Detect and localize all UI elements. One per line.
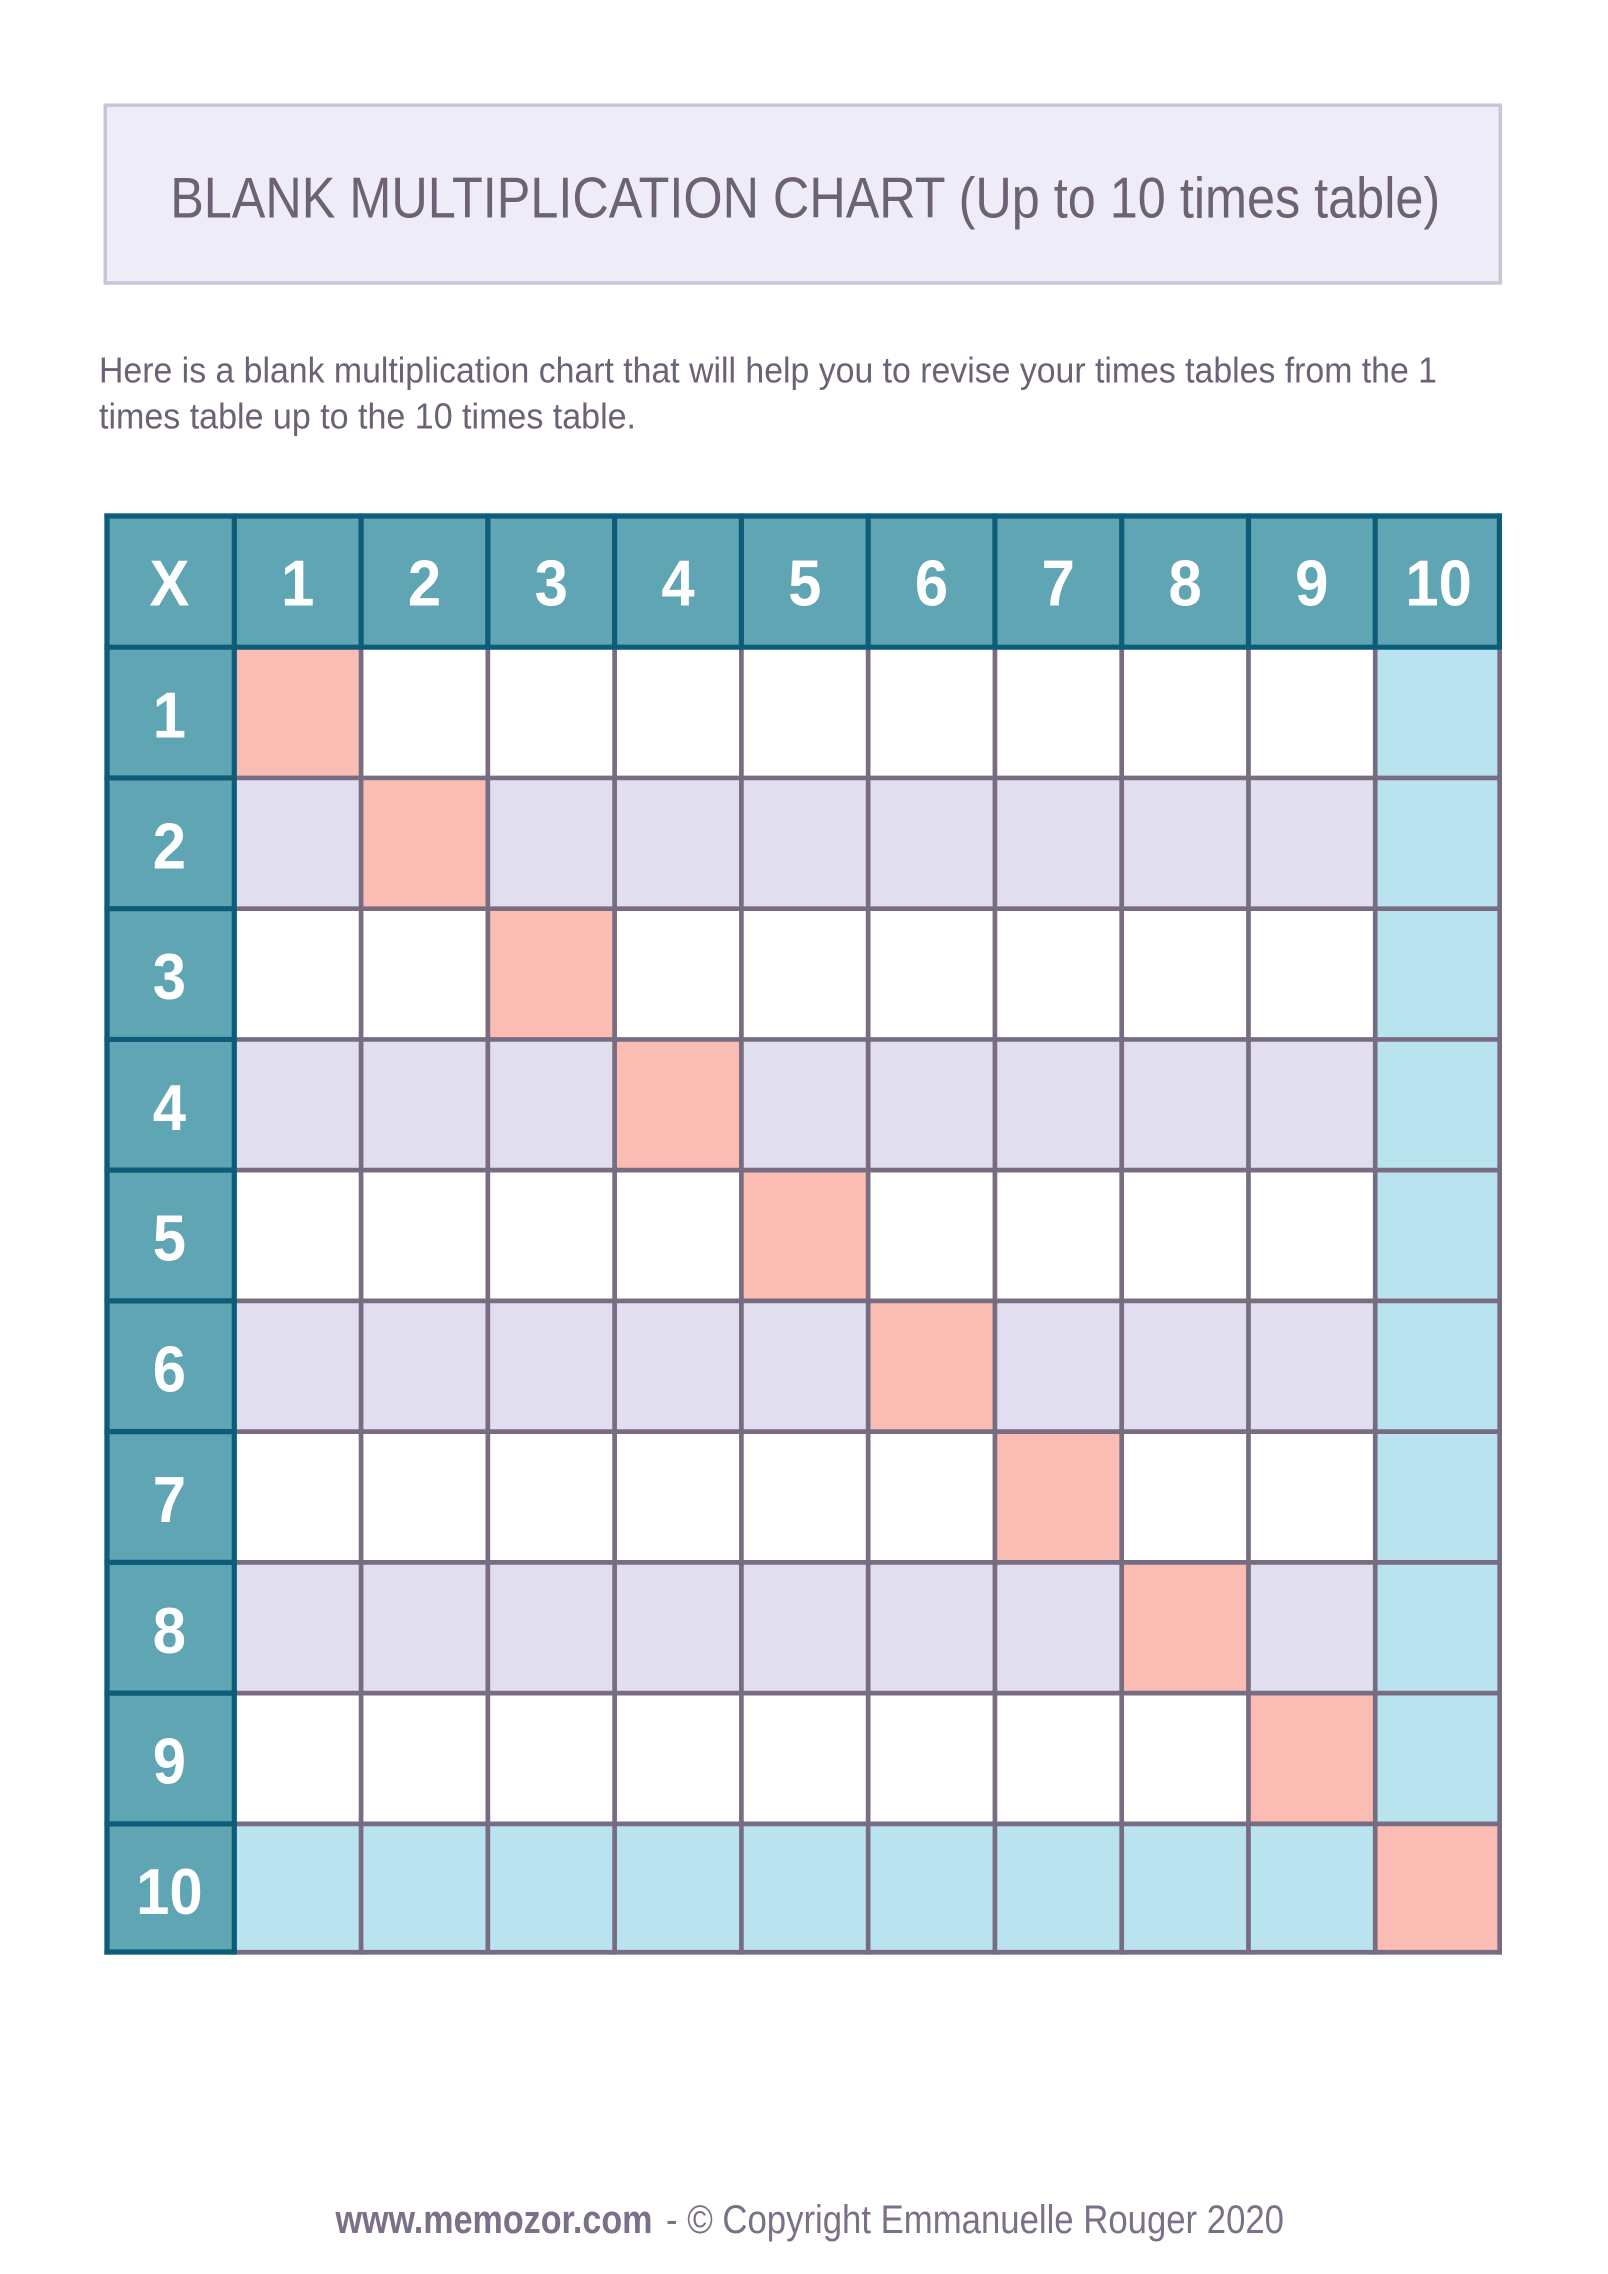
svg-text:times table up to the 10 times: times table up to the 10 times table.	[99, 396, 636, 437]
svg-text:1: 1	[153, 679, 186, 752]
svg-text:4: 4	[153, 1072, 187, 1145]
svg-text:9: 9	[1295, 547, 1328, 620]
svg-text:6: 6	[915, 547, 948, 620]
svg-text:BLANK MULTIPLICATION CHART (Up: BLANK MULTIPLICATION CHART (Up to 10 tim…	[170, 167, 1440, 231]
svg-text:5: 5	[153, 1202, 186, 1275]
svg-text:www.memozor.com: www.memozor.com	[335, 2198, 653, 2242]
svg-text:- © Copyright Emmanuelle Rouge: - © Copyright Emmanuelle Rouger 2020	[666, 2198, 1284, 2242]
svg-text:3: 3	[535, 547, 568, 620]
svg-text:3: 3	[153, 941, 186, 1014]
svg-text:1: 1	[281, 547, 314, 620]
svg-text:2: 2	[153, 810, 186, 883]
svg-text:7: 7	[1042, 547, 1075, 620]
svg-text:2: 2	[408, 547, 441, 620]
svg-text:Here is a blank multiplication: Here is a blank multiplication chart tha…	[99, 350, 1437, 391]
svg-text:5: 5	[788, 547, 821, 620]
svg-text:7: 7	[153, 1464, 186, 1537]
svg-text:9: 9	[153, 1725, 186, 1798]
svg-text:X: X	[149, 547, 189, 620]
svg-text:8: 8	[153, 1595, 186, 1668]
svg-text:4: 4	[661, 547, 695, 620]
svg-text:8: 8	[1168, 547, 1201, 620]
svg-text:10: 10	[136, 1856, 203, 1929]
svg-text:6: 6	[153, 1333, 186, 1406]
svg-text:10: 10	[1405, 547, 1472, 620]
